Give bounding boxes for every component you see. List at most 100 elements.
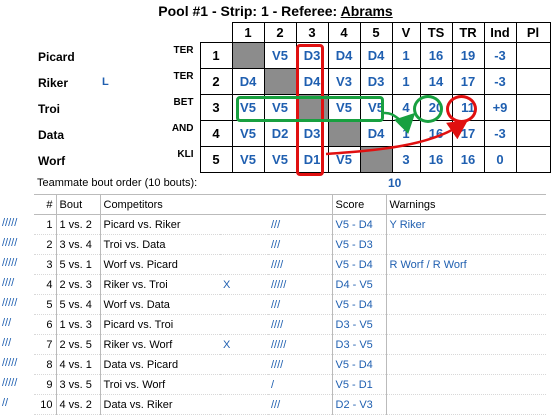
- bout-result: D4: [295, 68, 329, 95]
- table-row: 5 5 vs. 4 Worf vs. Data /// V5 - D4: [34, 294, 546, 315]
- fencer-number: 5: [199, 146, 233, 173]
- bout-result: D4: [327, 42, 361, 69]
- fencer-team: BET: [173, 96, 194, 108]
- table-row: 10 4 vs. 2 Data vs. Riker /// D2 - V3: [34, 394, 546, 415]
- bout-result: D2: [263, 120, 297, 147]
- fencer-flag: L: [102, 75, 109, 88]
- fencer-row: Troi BET 3 V5 V5 V5 V5 4 20 11 +9: [34, 94, 551, 121]
- fencer-name: Data: [38, 127, 65, 142]
- bout-pair: 1 vs. 2: [56, 214, 101, 235]
- bout-competitors: Worf vs. Data: [100, 294, 220, 315]
- fencer-name-cell: Riker L TER: [34, 69, 200, 95]
- bout-result: D4: [231, 68, 265, 95]
- bout-slashes: ///: [268, 294, 333, 315]
- empty-bout-cell: [295, 94, 329, 121]
- fencer-name: Troi: [38, 101, 61, 116]
- touches-received: 17: [451, 120, 485, 147]
- bout-x-mark: X: [220, 274, 268, 295]
- row-mark: /////: [2, 217, 18, 229]
- header-score: Score: [332, 194, 387, 215]
- referee-name: Abrams: [340, 3, 393, 19]
- bout-pair: 2 vs. 3: [56, 274, 101, 295]
- bout-score: V5 - D4: [332, 254, 387, 275]
- col-header-pl: Pl: [515, 22, 551, 43]
- bout-number: 2: [34, 234, 57, 255]
- bout-pair: 2 vs. 5: [56, 334, 101, 355]
- touches-received: 16: [451, 146, 485, 173]
- bout-x-mark: [220, 394, 268, 415]
- bout-slashes: ////: [268, 254, 333, 275]
- col-header-ts: TS: [419, 22, 453, 43]
- bout-warning: [386, 274, 546, 295]
- indicator: -3: [483, 120, 517, 147]
- bout-result: V5: [263, 94, 297, 121]
- bout-number: 10: [34, 394, 57, 415]
- bout-result: V5: [327, 146, 361, 173]
- col-header-v: V: [391, 22, 421, 43]
- bout-result: V5: [327, 94, 361, 121]
- bout-warning: [386, 294, 546, 315]
- bout-score: V5 - D3: [332, 234, 387, 255]
- fencer-team: KLI: [177, 148, 194, 160]
- fencer-name-cell: Worf KLI: [34, 147, 200, 173]
- pool-title: Pool #1 - Strip: 1 - Referee: Abrams: [0, 2, 551, 20]
- col-header-tr: TR: [451, 22, 485, 43]
- bout-pair: 5 vs. 1: [56, 254, 101, 275]
- col-header-ind: Ind: [483, 22, 517, 43]
- place: [515, 42, 551, 69]
- touches-scored: 16: [419, 42, 453, 69]
- bout-score: V5 - D4: [332, 354, 387, 375]
- bout-competitors: Picard vs. Troi: [100, 314, 220, 335]
- fencer-team: AND: [171, 122, 194, 134]
- bout-result: V5: [263, 42, 297, 69]
- table-row: 9 3 vs. 5 Troi vs. Worf / V5 - D1: [34, 374, 546, 395]
- row-mark: /////: [2, 257, 18, 269]
- victories: 4: [391, 94, 421, 121]
- fencer-number: 2: [199, 68, 233, 95]
- bout-pair: 3 vs. 4: [56, 234, 101, 255]
- fencer-team: TER: [173, 70, 194, 82]
- empty-bout-cell: [327, 120, 361, 147]
- fencer-number: 3: [199, 94, 233, 121]
- bout-slashes: /////: [268, 334, 333, 355]
- fencer-team: TER: [173, 44, 194, 56]
- header-competitors: Competitors: [100, 194, 220, 215]
- bout-score: D3 - V5: [332, 314, 387, 335]
- row-mark: ///: [2, 317, 12, 329]
- bout-slashes: ///: [268, 214, 333, 235]
- victories: 1: [391, 120, 421, 147]
- bout-competitors: Troi vs. Data: [100, 234, 220, 255]
- fencer-number: 4: [199, 120, 233, 147]
- bout-warning: [386, 314, 546, 335]
- bout-result: D3: [359, 68, 393, 95]
- bout-number: 7: [34, 334, 57, 355]
- bout-competitors: Data vs. Picard: [100, 354, 220, 375]
- bout-slashes: ////: [268, 314, 333, 335]
- place: [515, 68, 551, 95]
- bout-result: V3: [327, 68, 361, 95]
- bout-number: 6: [34, 314, 57, 335]
- pool-title-prefix: Pool #1 - Strip: 1 - Referee:: [158, 3, 341, 19]
- bout-number: 9: [34, 374, 57, 395]
- bout-result: V5: [231, 94, 265, 121]
- bout-result: V5: [263, 146, 297, 173]
- bout-pair: 3 vs. 5: [56, 374, 101, 395]
- touches-received: 11: [451, 94, 485, 121]
- row-mark: /////: [2, 297, 18, 309]
- indicator: +9: [483, 94, 517, 121]
- row-mark: /////: [2, 357, 18, 369]
- fencer-number: 1: [199, 42, 233, 69]
- bout-pair: 5 vs. 4: [56, 294, 101, 315]
- fencer-row: Worf KLI 5 V5 V5 D1 V5 3 16 16 0: [34, 146, 551, 173]
- pool-header-row: 1 2 3 4 5 V TS TR Ind Pl: [34, 22, 551, 43]
- place: [515, 94, 551, 121]
- touches-received: 17: [451, 68, 485, 95]
- col-header: 1: [231, 22, 265, 43]
- touches-scored: 16: [419, 146, 453, 173]
- bout-warning: [386, 354, 546, 375]
- bout-slashes: /: [268, 374, 333, 395]
- table-row: 4 2 vs. 3 Riker vs. Troi X ///// D4 - V5: [34, 274, 546, 295]
- table-row: 2 3 vs. 4 Troi vs. Data /// V5 - D3: [34, 234, 546, 255]
- touches-received: 19: [451, 42, 485, 69]
- bout-result: V5: [359, 94, 393, 121]
